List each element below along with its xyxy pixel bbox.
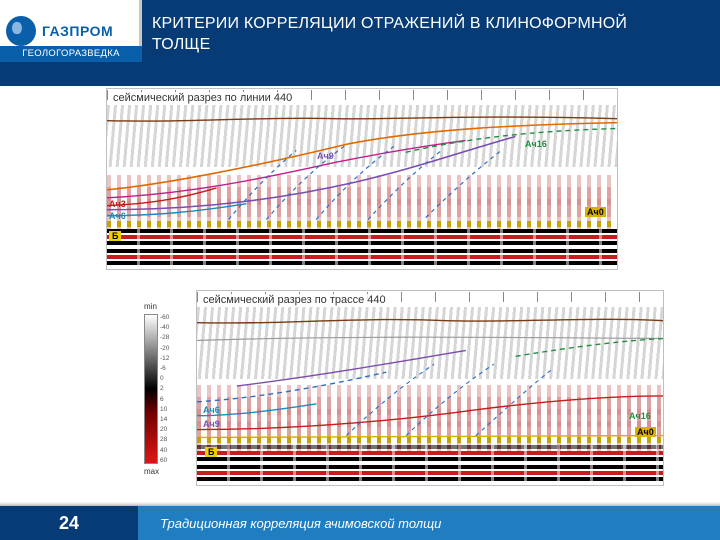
colorbar-ticks: -60-40-28-20-12-6026101420284060 [160, 314, 169, 464]
horizon-label-Ach9: Ач9 [203, 419, 220, 429]
section-caption: сейсмический разрез по трассе 440 [200, 294, 389, 306]
colorbar: min -60-40-28-20-12-6026101420284060 max [140, 300, 174, 476]
horizon-label-Ach0: Ач0 [635, 427, 656, 437]
footer: 24 Традиционная корреляция ачимовской то… [0, 506, 720, 540]
colorbar-max-label: max [144, 467, 159, 476]
seismic-section-top: сейсмический разрез по линии 440 Ач3 Ач6 А… [106, 88, 618, 270]
horizon-label-B: Б [109, 231, 121, 241]
horizon-label-Ach6: Ач6 [109, 211, 126, 221]
horizon-label-Ach16: Ач16 [525, 139, 547, 149]
colorbar-gradient [144, 314, 158, 464]
page-number: 24 [0, 506, 138, 540]
header: ГАЗПРОМ ГЕОЛОГОРАЗВЕДКА КРИТЕРИИ КОРРЕЛЯ… [0, 0, 720, 86]
logo-flame-icon [6, 16, 36, 46]
horizon-label-Ach9: Ач9 [317, 151, 334, 161]
horizon-label-B: Б [205, 447, 217, 457]
slide-title: КРИТЕРИИ КОРРЕЛЯЦИИ ОТРАЖЕНИЙ В КЛИНОФОР… [152, 14, 672, 56]
logo-text: ГАЗПРОМ [42, 24, 113, 39]
horizon-label-Ach6: Ач6 [203, 405, 220, 415]
logo: ГАЗПРОМ ГЕОЛОГОРАЗВЕДКА [0, 0, 142, 62]
seismic-section-bottom: сейсмический разрез по трассе 440 Ач6 Ач9… [196, 290, 664, 486]
footer-caption: Традиционная корреляция ачимовской толщи [138, 506, 720, 540]
marker-dots [107, 221, 617, 227]
horizon-label-Ach16: Ач16 [629, 411, 651, 421]
marker-dots [197, 437, 663, 443]
light-zone [197, 307, 663, 379]
horizon-label-Ach3: Ач3 [109, 199, 126, 209]
horizon-label-Ach0: Ач0 [585, 207, 606, 217]
logo-subtext: ГЕОЛОГОРАЗВЕДКА [0, 46, 142, 62]
light-zone [107, 105, 617, 167]
colorbar-min-label: min [144, 302, 157, 311]
section-caption: сейсмический разрез по линии 440 [110, 92, 295, 104]
dense-reflections [107, 225, 617, 265]
